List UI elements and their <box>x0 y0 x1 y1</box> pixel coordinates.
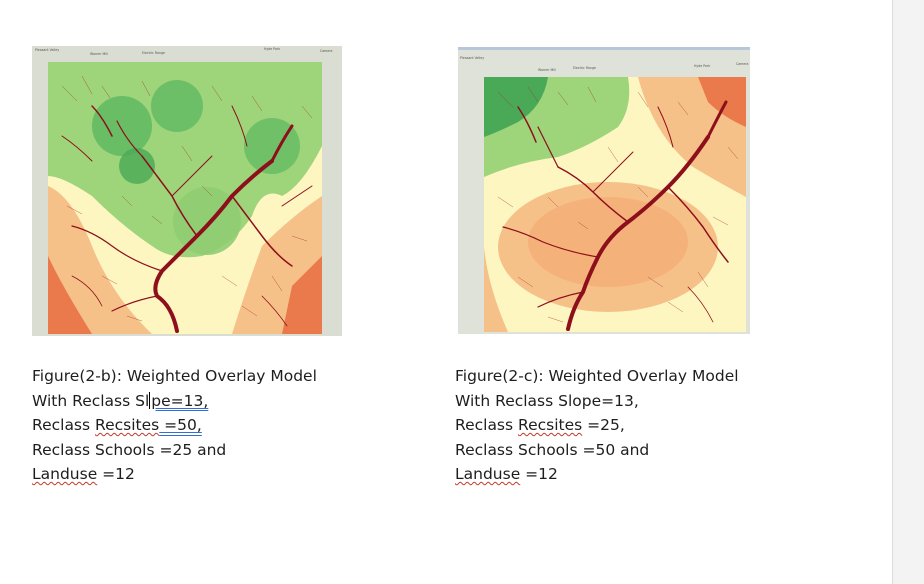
caption-2b-line-schools: Reclass Schools =25 and <box>32 440 227 459</box>
caption-2b-slope-suffix: pe=13, <box>151 391 209 410</box>
caption-2c-line-schools: Reclass Schools =50 and <box>455 440 650 459</box>
caption-2b-recsites-prefix: Reclass <box>32 416 96 434</box>
map-2c-svg: Pleasant Valley Warner Mill Electric Ran… <box>458 47 750 334</box>
map-place-label: Pleasant Valley <box>460 56 484 60</box>
caption-2b-line-slope: With Reclass Sl pe=13, <box>32 389 317 414</box>
caption-2b-slope-prefix: With Reclass Sl <box>32 391 150 410</box>
text-cursor <box>149 391 151 409</box>
document-page: Pleasant Valley Warner Mill Electric Ran… <box>32 46 750 487</box>
weighted-overlay-map-2c: Pleasant Valley Warner Mill Electric Ran… <box>458 47 750 334</box>
caption-2c-landuse-suffix: =12 <box>520 465 558 483</box>
caption-2c-line-recsites: Reclass Recsites =25, <box>455 413 739 438</box>
figure-2b-caption: Figure(2-b): Weighted Overlay Model With… <box>32 364 317 487</box>
caption-2c-recsites-word: Recsites <box>518 416 583 434</box>
caption-2b-line-landuse: Landuse =12 <box>32 462 317 487</box>
caption-2b-line-recsites: Reclass Recsites =50, <box>32 413 317 438</box>
caption-2c-landuse-word: Landuse <box>455 465 521 483</box>
caption-2c-line-slope: With Reclass Slope=13, <box>455 391 639 410</box>
caption-2c-recsites-prefix: Reclass <box>455 416 519 434</box>
figure-2c-caption: Figure(2-c): Weighted Overlay Model With… <box>455 364 739 487</box>
caption-2b-landuse-word: Landuse <box>32 465 98 483</box>
caption-2c-line-landuse: Landuse =12 <box>455 462 739 487</box>
map-place-label: Pleasant Valley <box>35 48 59 52</box>
map-place-label: Electric Range <box>142 51 165 55</box>
map-place-label: Warner Mill <box>538 68 556 72</box>
map-2b-svg: Pleasant Valley Warner Mill Electric Ran… <box>32 46 342 336</box>
map-place-label: Warner Mill <box>90 52 108 56</box>
caption-2b-title: Figure(2-b): Weighted Overlay Model <box>32 367 317 385</box>
map-place-label: Camera <box>320 49 333 53</box>
caption-2c-recsites-suffix: =25, <box>582 416 625 434</box>
caption-2c-title: Figure(2-c): Weighted Overlay Model <box>455 367 739 385</box>
caption-2b-recsites-suffix: =50, <box>159 416 202 434</box>
caption-2b-recsites-word: Recsites <box>95 416 160 434</box>
map-place-label: Camera <box>736 62 749 66</box>
caption-2b-landuse-suffix: =12 <box>97 465 135 483</box>
map-place-label: Hyde Park <box>694 64 710 68</box>
map-place-label: Hyde Park <box>264 47 280 51</box>
weighted-overlay-map-2b: Pleasant Valley Warner Mill Electric Ran… <box>32 46 342 336</box>
vertical-scrollbar[interactable] <box>892 0 924 584</box>
map-place-label: Electric Range <box>573 66 596 70</box>
